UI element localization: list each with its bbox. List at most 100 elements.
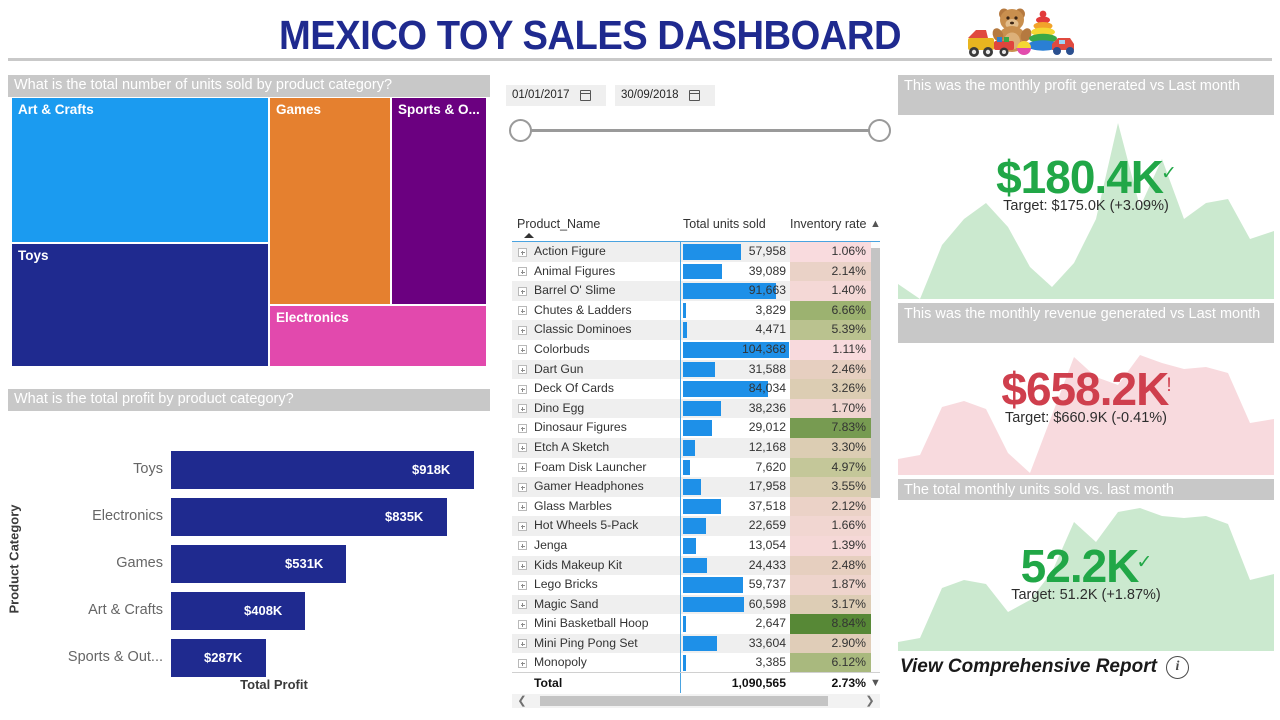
treemap-cell-toys[interactable]: Toys	[12, 244, 268, 366]
table-row[interactable]: Gamer Headphones 17,958 3.55%	[512, 477, 880, 497]
table-row[interactable]: Classic Dominoes 4,471 5.39%	[512, 320, 880, 340]
plus-box-icon[interactable]	[518, 482, 527, 492]
table-row[interactable]: Foam Disk Launcher 7,620 4.97%	[512, 457, 880, 478]
bar-row-art-crafts[interactable]: Art & Crafts $408K	[8, 592, 490, 630]
table-row[interactable]: Kids Makeup Kit 24,433 2.48%	[512, 555, 880, 576]
slider-handle-end[interactable]	[868, 119, 891, 142]
plus-box-icon[interactable]	[518, 286, 527, 296]
table-row[interactable]: Glass Marbles 37,518 2.12%	[512, 496, 880, 517]
treemap-cell-electronics[interactable]: Electronics	[270, 306, 486, 366]
table-row[interactable]: Magic Sand 60,598 3.17%	[512, 594, 880, 615]
slider-handle-start[interactable]	[509, 119, 532, 142]
kpi-target-monthly-units: Target: 51.2K (+1.87%)	[1011, 587, 1161, 603]
treemap-cell-games[interactable]: Games	[270, 98, 390, 304]
plus-box-icon[interactable]	[518, 502, 527, 512]
plus-box-icon[interactable]	[518, 561, 527, 570]
table-row[interactable]: Hot Wheels 5-Pack 22,659 1.66%	[512, 516, 880, 536]
table-row[interactable]: Dino Egg 38,236 1.70%	[512, 398, 880, 419]
treemap-label-sports-outdoors: Sports & O...	[398, 102, 480, 117]
table-row[interactable]: Dinosaur Figures 29,012 7.83%	[512, 418, 880, 438]
end-date-field[interactable]: 30/09/2018	[615, 85, 715, 106]
treemap-cell-art-crafts[interactable]: Art & Crafts	[12, 98, 268, 242]
kpi-card-monthly-revenue[interactable]: This was the monthly revenue generated v…	[898, 303, 1274, 475]
plus-box-icon[interactable]	[518, 404, 527, 414]
table-row[interactable]: Deck Of Cards 84,034 3.26%	[512, 379, 880, 399]
bar-row-electronics[interactable]: Electronics $835K	[8, 498, 490, 536]
bar-rect[interactable]	[171, 545, 346, 583]
bar-rect[interactable]	[171, 498, 447, 536]
column-header-inventory-rate[interactable]: Inventory rate	[790, 217, 867, 231]
date-range-slicer[interactable]: 01/01/2017 30/09/2018	[506, 85, 891, 150]
plus-box-icon[interactable]	[518, 345, 527, 355]
bar-rect[interactable]	[171, 451, 474, 489]
table-horizontal-scrollbar[interactable]: ❮ ❯	[512, 694, 880, 708]
plus-box-icon[interactable]	[518, 267, 527, 277]
table-body[interactable]: Action Figure 57,958 1.06% Animal Figures 39…	[512, 242, 880, 672]
view-comprehensive-report-link[interactable]: View Comprehensive Report i	[900, 652, 1230, 682]
bar-rect[interactable]	[171, 592, 305, 630]
cell-product-name: Dinosaur Figures	[512, 418, 680, 438]
table-row[interactable]: Chutes & Ladders 3,829 6.66%	[512, 300, 880, 321]
table-row[interactable]: Monopoly 3,385 6.12%	[512, 653, 880, 672]
info-icon[interactable]: i	[1165, 655, 1189, 679]
treemap-cell-sports-outdoors[interactable]: Sports & O...	[392, 98, 486, 304]
plus-box-icon[interactable]	[518, 423, 527, 433]
cell-product-name: Gamer Headphones	[512, 477, 680, 497]
table-row[interactable]: Action Figure 57,958 1.06%	[512, 242, 880, 262]
plus-box-icon[interactable]	[518, 639, 527, 649]
cell-total-units-sold: 4,471	[680, 320, 790, 340]
plus-box-icon[interactable]	[518, 463, 527, 473]
bar-row-games[interactable]: Games $531K	[8, 545, 490, 583]
start-date-field[interactable]: 01/01/2017	[506, 85, 606, 106]
units-value: 39,089	[748, 263, 786, 278]
plus-box-icon[interactable]	[518, 384, 527, 394]
bar-rect[interactable]	[171, 639, 266, 677]
column-header-total-units-sold[interactable]: Total units sold	[683, 217, 766, 231]
calendar-icon[interactable]	[579, 90, 591, 101]
kpi-card-monthly-profit[interactable]: This was the monthly profit generated vs…	[898, 75, 1274, 299]
table-row[interactable]: Barrel O' Slime 91,663 1.40%	[512, 281, 880, 301]
product-table[interactable]: Product_Name Total units sold Inventory …	[512, 212, 881, 708]
cell-inventory-rate: 1.40%	[790, 281, 872, 301]
table-row[interactable]: Lego Bricks 59,737 1.87%	[512, 575, 880, 595]
chevron-down-icon[interactable]: ▼	[870, 677, 881, 689]
calendar-icon[interactable]	[688, 90, 700, 101]
units-data-bar	[682, 655, 687, 672]
vertical-scroll-thumb[interactable]	[871, 248, 880, 498]
plus-box-icon[interactable]	[518, 306, 527, 316]
chevron-up-icon[interactable]: ▲	[870, 218, 881, 230]
units-data-bar	[682, 557, 708, 574]
plus-box-icon[interactable]	[518, 443, 527, 453]
table-row[interactable]: Jenga 13,054 1.39%	[512, 535, 880, 556]
bar-row-sports-outdoors[interactable]: Sports & Out... $287K	[8, 639, 490, 677]
plus-box-icon[interactable]	[518, 580, 527, 590]
bar-category-label: Sports & Out...	[67, 649, 163, 665]
chevron-right-icon[interactable]: ❯	[865, 695, 875, 707]
bar-row-toys[interactable]: Toys $918K	[8, 451, 490, 489]
table-row[interactable]: Mini Ping Pong Set 33,604 2.90%	[512, 633, 880, 654]
plus-box-icon[interactable]	[518, 247, 527, 257]
plus-box-icon[interactable]	[518, 325, 527, 335]
column-header-product-name[interactable]: Product_Name	[517, 217, 601, 231]
table-row[interactable]: Animal Figures 39,089 2.14%	[512, 261, 880, 282]
plus-box-icon[interactable]	[518, 600, 527, 610]
slider-track[interactable]	[520, 129, 880, 132]
horizontal-scroll-thumb[interactable]	[540, 696, 828, 706]
chevron-left-icon[interactable]: ❮	[517, 695, 527, 707]
plus-box-icon[interactable]	[518, 521, 527, 531]
plus-box-icon[interactable]	[518, 541, 527, 551]
bar-value-label: $835K	[385, 509, 424, 524]
kpi-card-monthly-units[interactable]: The total monthly units sold vs. last mo…	[898, 479, 1274, 651]
table-row[interactable]: Colorbuds 104,368 1.11%	[512, 339, 880, 360]
table-vertical-scrollbar[interactable]	[871, 242, 880, 672]
treemap-label-toys: Toys	[18, 248, 49, 263]
plus-box-icon[interactable]	[518, 619, 527, 629]
table-row[interactable]: Mini Basketball Hoop 2,647 8.84%	[512, 614, 880, 634]
plus-box-icon[interactable]	[518, 658, 527, 668]
units-value: 13,054	[748, 537, 786, 552]
plus-box-icon[interactable]	[518, 365, 527, 375]
table-row[interactable]: Dart Gun 31,588 2.46%	[512, 359, 880, 380]
cell-product-name: Dino Egg	[512, 398, 680, 419]
table-row[interactable]: Etch A Sketch 12,168 3.30%	[512, 437, 880, 458]
sort-ascending-icon	[524, 233, 534, 238]
